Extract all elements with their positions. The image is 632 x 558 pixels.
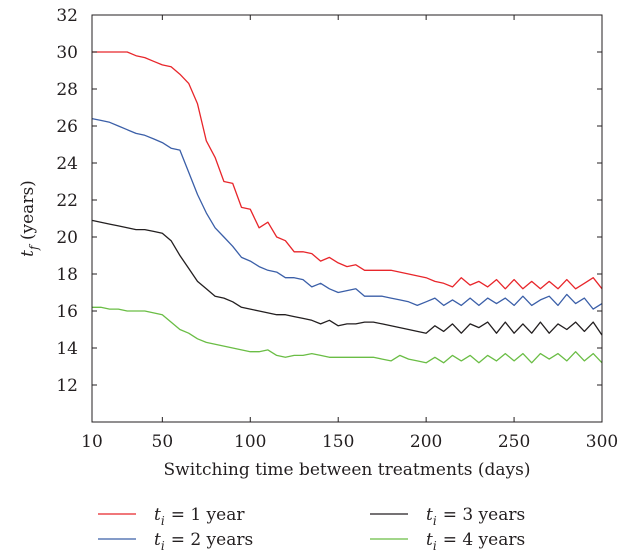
x-tick-label: 150 xyxy=(322,432,354,452)
plot-frame xyxy=(91,14,603,423)
y-axis-label: tf (years) xyxy=(18,180,41,257)
x-tick-label: 100 xyxy=(234,432,266,452)
y-axis-label-var: t xyxy=(18,250,38,257)
y-tick-label: 18 xyxy=(56,265,78,285)
x-axis-label: Switching time between treatments (days) xyxy=(164,460,531,480)
x-tick-label: 250 xyxy=(498,432,530,452)
y-tick-label: 24 xyxy=(56,154,78,174)
y-tick-label: 22 xyxy=(56,191,78,211)
legend-label-1: ti = 1 year xyxy=(154,505,245,528)
y-axis-label-sub: f xyxy=(27,243,41,251)
y-tick-label: 30 xyxy=(56,43,78,63)
series-line-1 xyxy=(92,51,603,290)
y-axis-label-unit: (years) xyxy=(18,180,38,245)
axis-tick-labels: 10 50 100 150 200 250 300 12 14 16 18 20 22 24 26 28 30 3… xyxy=(56,6,618,452)
y-tick-label: 26 xyxy=(56,117,78,137)
y-tick-label: 20 xyxy=(56,228,78,248)
y-tick-label: 14 xyxy=(56,339,78,359)
series-line-2 xyxy=(91,117,603,310)
x-tick-label: 200 xyxy=(410,432,442,452)
legend-label-2: ti = 2 years xyxy=(154,530,253,553)
legend-label-4: ti = 4 years xyxy=(426,530,525,553)
series-line-4 xyxy=(92,306,603,364)
y-tick-label: 16 xyxy=(56,302,78,322)
plot-lines xyxy=(91,51,603,364)
axis-ticks xyxy=(91,14,603,422)
y-tick-label: 28 xyxy=(56,80,78,100)
x-tick-label: 10 xyxy=(81,432,103,452)
series-line-3 xyxy=(91,219,603,336)
y-tick-label: 32 xyxy=(56,6,78,26)
x-tick-label: 300 xyxy=(586,432,618,452)
y-tick-label: 12 xyxy=(56,376,78,396)
legend-label-3: ti = 3 years xyxy=(426,505,525,528)
x-tick-label: 50 xyxy=(152,432,174,452)
